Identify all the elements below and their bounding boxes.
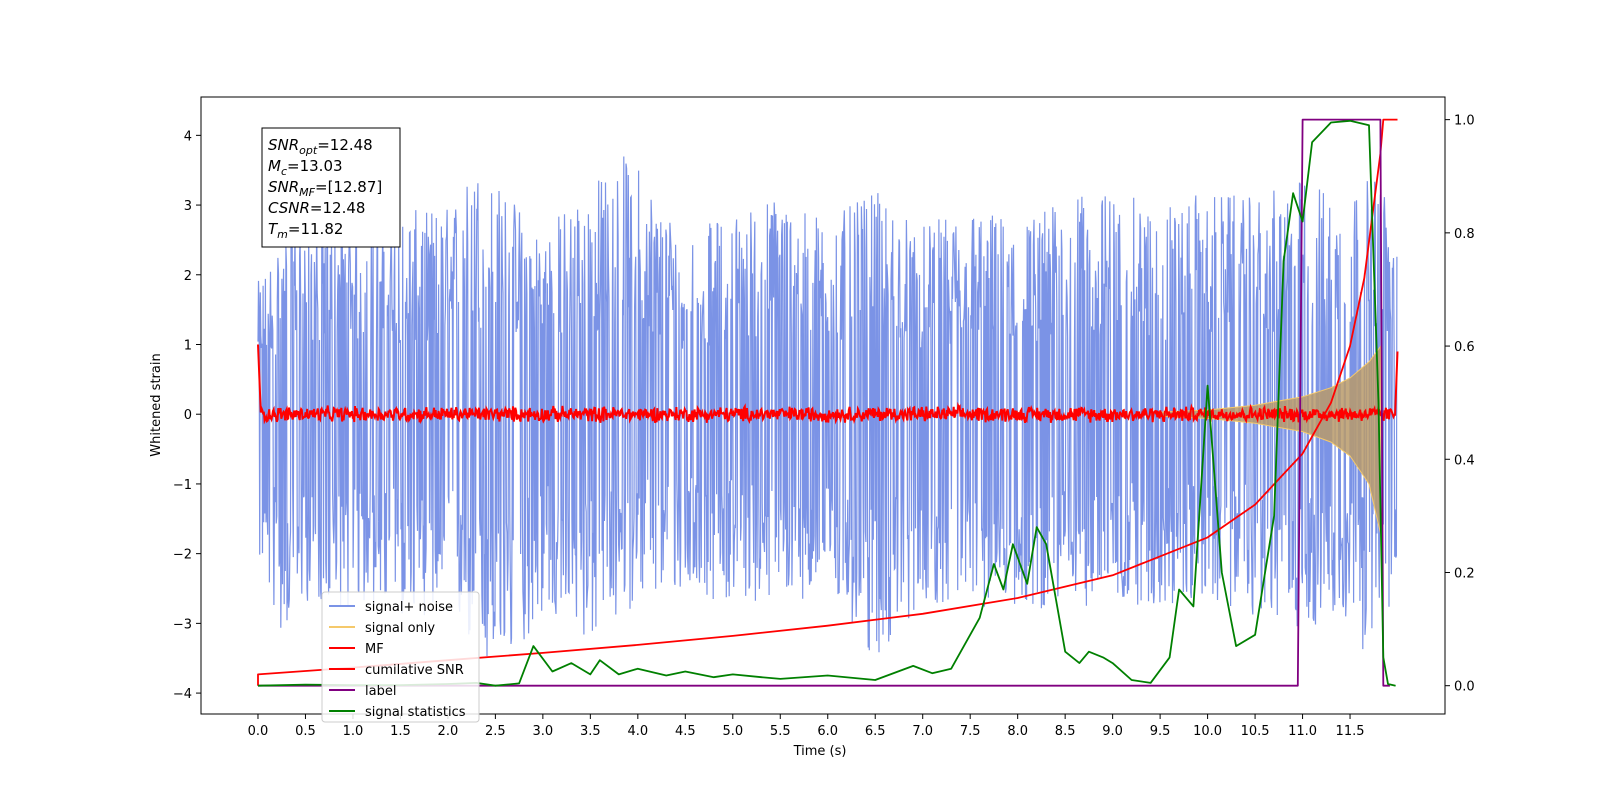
- legend-label: signal only: [365, 621, 435, 636]
- x-tick-label: 6.5: [865, 724, 886, 739]
- series-signal-noise: [257, 156, 1398, 657]
- x-tick-label: 8.5: [1055, 724, 1076, 739]
- info-value: =13.03: [287, 157, 343, 175]
- y-tick-label: −2: [173, 548, 192, 563]
- plot-frame: [200, 96, 1446, 715]
- y-axis-label: Whitened strain: [149, 353, 164, 456]
- x-tick-label: 6.0: [817, 724, 838, 739]
- x-tick-label: 11.0: [1288, 724, 1317, 739]
- info-symbol: SNR: [268, 136, 299, 154]
- legend-label: label: [365, 684, 396, 699]
- legend-label: MF: [365, 642, 384, 657]
- x-tick-label: 7.5: [960, 724, 981, 739]
- series-layer: [257, 118, 1399, 687]
- series-label: [258, 118, 1390, 687]
- info-line: CSNR=12.48: [268, 199, 365, 217]
- info-line: SNRMF=[12.87]: [268, 178, 382, 199]
- info-value: =[12.87]: [315, 178, 382, 196]
- legend-label: cumilative SNR: [365, 663, 464, 678]
- x-tick-label: 3.5: [580, 724, 601, 739]
- x-tick-label: 1.0: [343, 724, 364, 739]
- info-symbol: T: [268, 220, 279, 238]
- info-line: SNRopt=12.48: [268, 136, 373, 157]
- x-tick-label: 5.5: [770, 724, 791, 739]
- series-cumilative-snr: [257, 118, 1398, 686]
- x-tick-label: 2.5: [485, 724, 506, 739]
- info-symbol: SNR: [268, 178, 299, 196]
- x-tick-label: 10.0: [1193, 724, 1222, 739]
- info-subscript: MF: [299, 186, 315, 199]
- y-right-tick-label: 1.0: [1454, 114, 1475, 129]
- info-subscript: opt: [299, 144, 318, 157]
- x-tick-label: 9.5: [1150, 724, 1171, 739]
- y-right-tick-label: 0.6: [1454, 340, 1475, 355]
- series-mf: [257, 344, 1399, 425]
- y-tick-label: 4: [184, 129, 192, 144]
- series-signal-statistics: [257, 119, 1396, 687]
- y-right-tick-label: 0.8: [1454, 227, 1475, 242]
- x-tick-label: 1.5: [390, 724, 411, 739]
- info-symbol: M: [268, 157, 281, 175]
- y-tick-label: 0: [184, 408, 192, 423]
- y-axis-left: −4 −3 −2 −1 0 1 2 3 4: [173, 129, 201, 702]
- x-tick-label: 4.0: [627, 724, 648, 739]
- x-tick-label: 10.5: [1241, 724, 1270, 739]
- x-axis-label: Time (s): [793, 744, 847, 759]
- legend-frame: [321, 591, 480, 723]
- info-line: Tm=11.82: [268, 220, 343, 241]
- y-axis-right: 0.0 0.2 0.4 0.6 0.8 1.0: [1445, 114, 1475, 695]
- y-tick-label: −3: [173, 617, 192, 632]
- info-subscript: c: [281, 165, 287, 178]
- y-tick-label: 3: [184, 199, 192, 214]
- info-symbol: CSNR: [268, 199, 310, 217]
- y-tick-label: −1: [173, 478, 192, 493]
- y-tick-label: 2: [184, 269, 192, 284]
- x-tick-label: 4.5: [675, 724, 696, 739]
- y-tick-label: 1: [184, 338, 192, 353]
- info-value: =12.48: [310, 199, 366, 217]
- y-right-tick-label: 0.4: [1454, 453, 1475, 468]
- legend-label: signal+ noise: [365, 600, 453, 615]
- x-tick-label: 3.0: [533, 724, 554, 739]
- info-subscript: m: [277, 228, 288, 241]
- x-tick-label: 5.0: [722, 724, 743, 739]
- x-tick-label: 11.5: [1336, 724, 1365, 739]
- y-right-tick-label: 0.0: [1454, 680, 1475, 695]
- info-box-frame: [261, 127, 401, 248]
- x-axis: 0.0 0.5 1.0 1.5 2.0 2.5 3.0 3.5 4.0 4.5 5.0 5.5 6.0 6…: [248, 714, 1365, 739]
- info-value: =12.48: [317, 136, 373, 154]
- x-tick-label: 0.5: [295, 724, 316, 739]
- x-tick-label: 2.0: [438, 724, 459, 739]
- info-value: =11.82: [288, 220, 344, 238]
- x-tick-label: 0.0: [248, 724, 269, 739]
- x-tick-label: 9.0: [1102, 724, 1123, 739]
- legend-label: signal statistics: [365, 705, 466, 720]
- y-right-tick-label: 0.2: [1454, 566, 1475, 581]
- legend: signal+ noise signal only MF cumilative SNR…: [321, 591, 480, 723]
- y-tick-label: −4: [173, 687, 192, 702]
- info-box: SNRopt=12.48Mc=13.03SNRMF=[12.87]CSNR=12…: [261, 127, 401, 248]
- x-tick-label: 8.0: [1007, 724, 1028, 739]
- info-line: Mc=13.03: [268, 157, 343, 178]
- x-tick-label: 7.0: [912, 724, 933, 739]
